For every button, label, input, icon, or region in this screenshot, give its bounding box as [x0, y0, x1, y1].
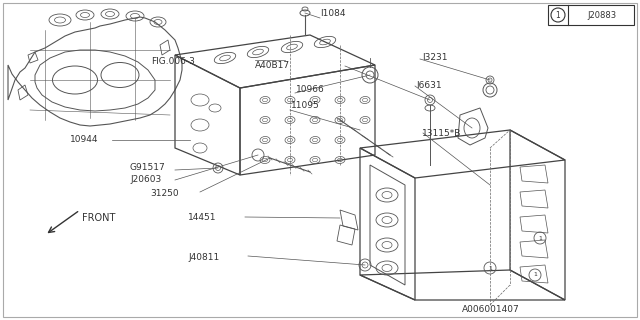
Text: FIG.006-3: FIG.006-3	[151, 57, 195, 66]
Text: I6631: I6631	[416, 82, 442, 91]
Text: 1: 1	[488, 266, 492, 270]
Text: A006001407: A006001407	[462, 306, 520, 315]
Bar	[548, 5, 634, 25]
Text: I1084: I1084	[320, 10, 346, 19]
Text: J40811: J40811	[188, 253, 220, 262]
Text: FRONT: FRONT	[82, 213, 115, 223]
Text: 1: 1	[556, 11, 561, 20]
Text: 1: 1	[533, 273, 537, 277]
Text: J20883: J20883	[588, 11, 616, 20]
Text: J20603: J20603	[130, 175, 161, 185]
Text: 1: 1	[538, 236, 542, 241]
Text: 13115*B: 13115*B	[422, 129, 461, 138]
Text: 31250: 31250	[150, 189, 179, 198]
Text: 10966: 10966	[296, 84, 324, 93]
Text: A40B17: A40B17	[255, 60, 290, 69]
Text: 10944: 10944	[70, 135, 99, 145]
Text: 14451: 14451	[188, 213, 216, 222]
Text: I3231: I3231	[422, 53, 447, 62]
Text: G91517: G91517	[130, 164, 166, 172]
Text: 11095: 11095	[291, 101, 320, 110]
